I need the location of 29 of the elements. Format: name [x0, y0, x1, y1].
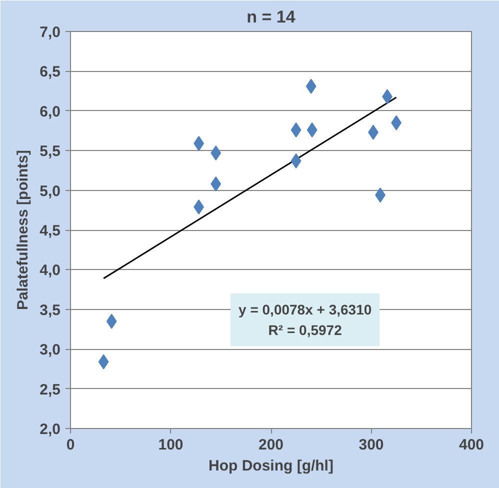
- y-tick-label: 2,0: [40, 421, 61, 438]
- y-tick-label: 3,0: [40, 342, 61, 359]
- x-tick-label: 0: [66, 436, 75, 454]
- x-tick-label: 400: [458, 436, 484, 454]
- annotation: R² = 0,5972: [268, 322, 342, 338]
- x-tick-label: 200: [258, 436, 284, 454]
- y-tick-label: 5,0: [40, 182, 61, 200]
- x-tick-label: 100: [158, 436, 184, 454]
- point: [106, 314, 117, 329]
- x-axis-title: Hop Dosing [g/hl]: [208, 458, 334, 474]
- point: [210, 145, 222, 160]
- y-axis-title: Palatefullness [points]: [14, 150, 32, 310]
- y-tick-label: 5,5: [40, 143, 61, 160]
- chart-title: n = 14: [246, 8, 296, 26]
- point: [98, 354, 109, 370]
- y-tick-label: 4,0: [40, 262, 61, 280]
- y-tick-label: 6,0: [40, 103, 61, 120]
- point: [290, 153, 302, 168]
- annotation: y = 0,0078x + 3,6310: [238, 301, 372, 318]
- y-tick-label: 3,5: [40, 302, 61, 319]
- point: [306, 122, 318, 138]
- y-tick-label: 7,0: [40, 24, 61, 41]
- point: [210, 176, 222, 192]
- y-tick-label: 2,5: [40, 381, 61, 398]
- y-tick-label: 4,5: [40, 222, 61, 240]
- x-tick-label: 300: [358, 436, 384, 454]
- point: [306, 78, 316, 94]
- y-tick-label: 6,5: [40, 64, 61, 81]
- point: [290, 122, 302, 138]
